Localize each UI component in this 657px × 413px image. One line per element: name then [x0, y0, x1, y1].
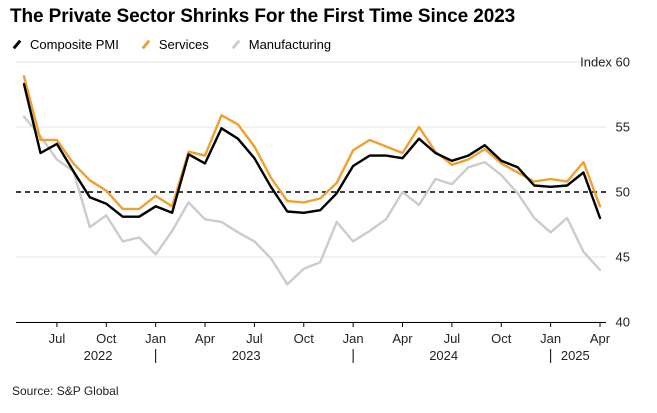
chart-title: The Private Sector Shrinks For the First… [10, 6, 516, 27]
x-tick-label: Jan [145, 331, 166, 346]
series-line-composite [22, 82, 602, 220]
y-tick-label: Index 60 [580, 55, 630, 70]
legend-label-services: Services [158, 37, 209, 52]
series-line-services [22, 75, 602, 211]
x-tick-label: Apr [392, 331, 413, 346]
x-tick-label: Jul [444, 331, 461, 346]
y-tick-label: 45 [616, 250, 630, 265]
x-tick-label: Oct [96, 331, 117, 346]
source-note: Source: S&P Global [12, 384, 119, 398]
x-tick-label: Apr [590, 331, 611, 346]
legend-label-manufacturing: Manufacturing [248, 37, 332, 52]
year-label: 2025 [561, 348, 590, 363]
legend-label-composite: Composite PMI [30, 37, 119, 52]
series-line-manufacturing [22, 115, 602, 286]
legend-item-manufacturing: Manufacturing [231, 37, 331, 52]
legend-item-services: Services [141, 37, 209, 52]
x-tick-label: Jan [343, 331, 364, 346]
year-label: 2022 [84, 348, 113, 363]
y-tick-label: 40 [616, 315, 630, 330]
year-label: 2023 [232, 348, 261, 363]
legend-item-composite: Composite PMI [12, 37, 119, 52]
legend: Composite PMI Services Manufacturing [12, 37, 353, 52]
year-label: 2024 [429, 348, 458, 363]
x-tick-label: Jul [49, 331, 66, 346]
x-tick-label: Apr [195, 331, 216, 346]
x-tick-label: Oct [294, 331, 315, 346]
x-tick-label: Oct [491, 331, 512, 346]
x-tick-label: Jan [540, 331, 561, 346]
y-tick-label: 55 [616, 120, 630, 135]
x-tick-label: Jul [246, 331, 263, 346]
y-tick-label: 50 [616, 185, 630, 200]
